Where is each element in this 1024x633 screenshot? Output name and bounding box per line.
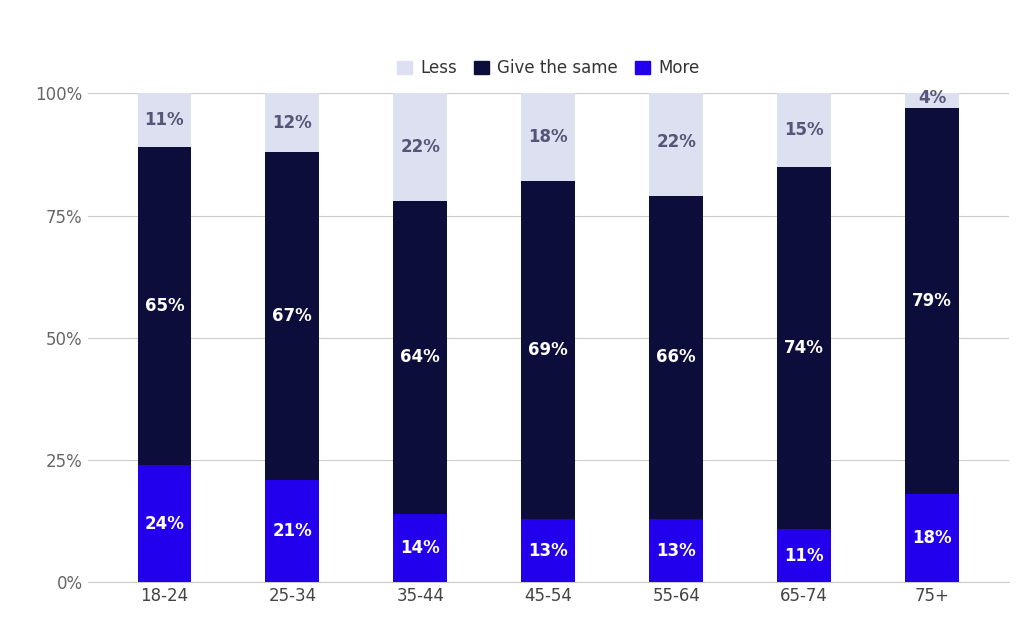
Bar xyxy=(905,89,959,108)
Text: 24%: 24% xyxy=(144,515,184,533)
Bar xyxy=(393,94,447,201)
Bar xyxy=(649,196,703,519)
Bar xyxy=(521,182,575,519)
Text: 12%: 12% xyxy=(272,114,312,132)
Text: 67%: 67% xyxy=(272,307,312,325)
Legend: Less, Give the same, More: Less, Give the same, More xyxy=(390,53,706,84)
Bar xyxy=(137,147,191,465)
Bar xyxy=(521,519,575,582)
Text: 13%: 13% xyxy=(528,542,568,560)
Text: 79%: 79% xyxy=(912,292,952,310)
Bar xyxy=(137,94,191,147)
Bar xyxy=(777,529,831,582)
Text: 65%: 65% xyxy=(144,297,184,315)
Text: 11%: 11% xyxy=(784,546,824,565)
Text: 22%: 22% xyxy=(400,138,440,156)
Text: 69%: 69% xyxy=(528,341,568,359)
Text: 22%: 22% xyxy=(656,134,696,151)
Text: 64%: 64% xyxy=(400,349,440,367)
Text: 74%: 74% xyxy=(784,339,824,357)
Bar xyxy=(649,519,703,582)
Bar xyxy=(649,89,703,196)
Bar xyxy=(265,94,319,152)
Text: 21%: 21% xyxy=(272,522,312,540)
Bar xyxy=(905,108,959,494)
Bar xyxy=(905,494,959,582)
Bar xyxy=(393,514,447,582)
Text: 13%: 13% xyxy=(656,542,696,560)
Text: 18%: 18% xyxy=(912,529,952,548)
Bar xyxy=(777,94,831,166)
Text: 15%: 15% xyxy=(784,121,824,139)
Bar xyxy=(393,201,447,514)
Bar xyxy=(265,480,319,582)
Text: 18%: 18% xyxy=(528,128,568,146)
Text: 66%: 66% xyxy=(656,349,696,367)
Text: 14%: 14% xyxy=(400,539,440,557)
Bar xyxy=(521,94,575,182)
Bar xyxy=(265,152,319,480)
Text: 11%: 11% xyxy=(144,111,184,129)
Bar xyxy=(137,465,191,582)
Text: 4%: 4% xyxy=(919,89,946,107)
Bar xyxy=(777,166,831,529)
